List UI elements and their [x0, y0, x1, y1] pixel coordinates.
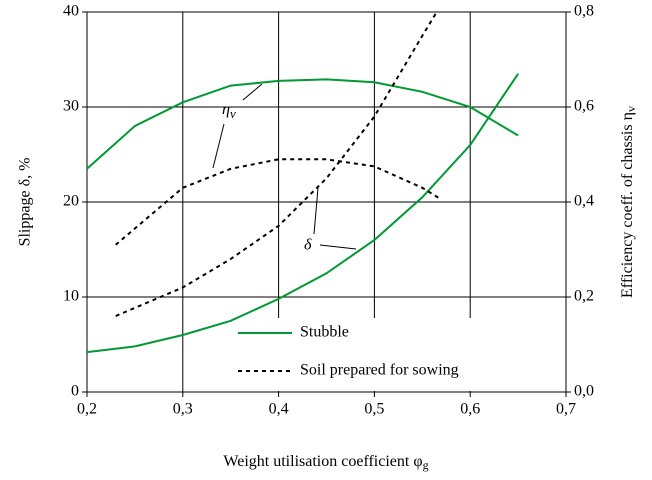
- x-tick-label: 0,7: [556, 401, 576, 418]
- y-tick-label: 10: [63, 288, 79, 305]
- y2-tick-label: 0,2: [574, 288, 594, 305]
- y-tick-label: 20: [63, 193, 79, 210]
- x-tick-label: 0,5: [364, 401, 384, 418]
- y2-tick-label: 0,8: [574, 3, 594, 20]
- y2-axis-title: Efficiency coeff. of chassis ηv: [619, 106, 638, 298]
- x-tick-label: 0,2: [77, 401, 97, 418]
- legend-box: [222, 318, 497, 391]
- data-line: [115, 11, 438, 317]
- leader-line: [319, 244, 357, 250]
- y2-tick-label: 0,0: [574, 383, 594, 400]
- y-tick-label: 40: [63, 3, 79, 20]
- leader-line: [242, 83, 263, 101]
- annotation: δ: [304, 237, 312, 254]
- legend-label: Soil prepared for sowing: [300, 362, 459, 379]
- leader-line: [313, 187, 319, 235]
- data-line: [86, 73, 519, 354]
- x-axis-title: Weight utilisation coefficient φg: [223, 453, 428, 472]
- legend-label: Stubble: [300, 324, 349, 341]
- annotations: ηv δ: [212, 83, 357, 254]
- y-tick-label: 30: [63, 98, 79, 115]
- annotation: ηv: [222, 101, 236, 121]
- y2-tick-label: 0,6: [574, 98, 594, 115]
- data-line: [86, 78, 519, 170]
- x-tick-label: 0,4: [269, 401, 289, 418]
- data-line: [115, 158, 443, 246]
- y-tick-label: 0: [71, 383, 79, 400]
- x-tick-label: 0,6: [460, 401, 480, 418]
- x-tick-label: 0,3: [173, 401, 193, 418]
- y2-tick-label: 0,4: [574, 193, 594, 210]
- y-axis-title: Slippage δ, %: [17, 158, 34, 247]
- plot-frame: [86, 11, 567, 393]
- leader-line: [212, 123, 225, 169]
